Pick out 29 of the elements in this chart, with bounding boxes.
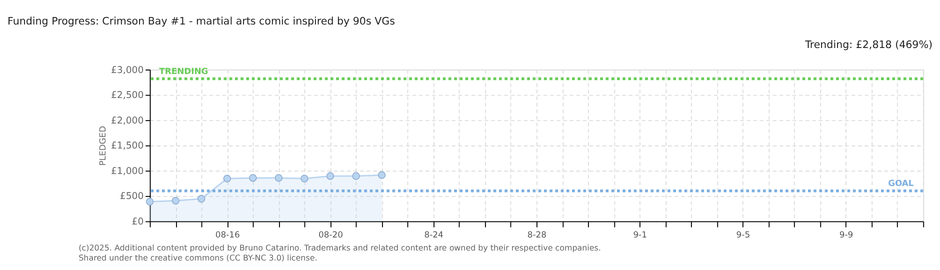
x-tick-label: 8-28 [527,230,546,240]
point [249,174,257,182]
ref-line-label: TRENDING [159,66,208,76]
x-tick-label: 8-24 [424,230,444,240]
y-axis-title: PLEDGED [97,126,108,166]
x-tick-label: 9-1 [633,230,647,240]
y-tick-label: £0 [132,216,144,228]
text: Trending: £2,818 (469%) [804,39,933,52]
point [223,174,231,182]
y-tick-label: £1,000 [110,166,144,177]
point [378,171,386,179]
ref-line-label: GOAL [888,178,914,188]
x-tick-label: 9-5 [736,230,750,240]
point [172,196,180,205]
y-tick-label: £3,000 [110,64,144,76]
point [352,172,360,180]
y-tick-label: £2,500 [110,90,144,102]
point [300,174,308,182]
point [198,194,206,203]
x-tick-label: 9-9 [839,230,854,240]
point [326,172,334,180]
y-tick-label: £500 [120,191,144,202]
y-tick-label: £1,500 [110,140,144,152]
x-tick-label: 08-20 [318,230,343,240]
x-tick-label: 08-16 [215,230,240,240]
chart-title: Funding Progress: Crimson Bay #1 - martial arts comic inspired by 90s VGs [7,16,395,28]
point [146,198,154,206]
point [274,174,283,182]
y-tick-label: £2,000 [110,115,144,126]
